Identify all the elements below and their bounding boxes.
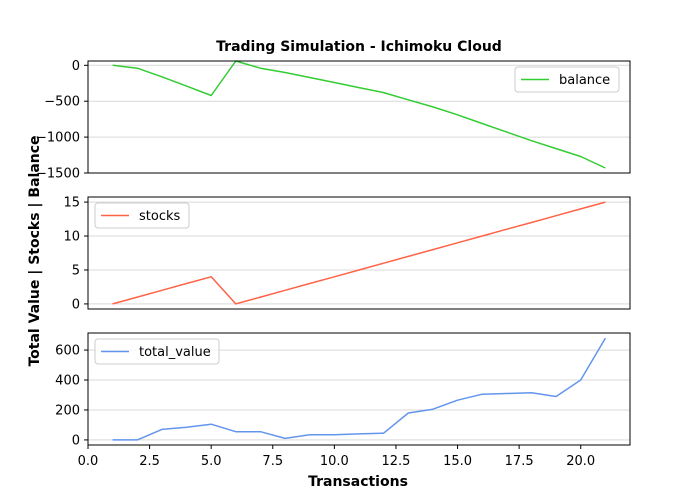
- legend-label: total_value: [139, 345, 211, 360]
- y-tick-label: 0: [72, 297, 80, 312]
- y-tick-label: 10: [63, 230, 80, 245]
- panel-3: 0 200 400 600 0.0 2.5 5.0 7.5 10.0 12.5 15.0 17.5 20…: [55, 332, 631, 469]
- series-line-total_value: [112, 337, 607, 441]
- legend: total_value: [94, 338, 220, 365]
- chart-panels: 0 −500 −1000 −1500 balance 0 5 10 15 stocks 0 200 40…: [36, 59, 631, 469]
- plot-frame: [87, 332, 631, 446]
- x-tick-label: 5.0: [201, 454, 222, 469]
- legend-box: [514, 66, 620, 93]
- x-tick-label: 12.5: [381, 454, 410, 469]
- y-tick-label: −1500: [36, 167, 80, 182]
- y-tick-label: 0: [72, 59, 80, 74]
- panel-2: 0 5 10 15 stocks: [63, 196, 631, 312]
- x-tick-label: 2.5: [139, 454, 160, 469]
- x-tick-label: 17.5: [505, 454, 534, 469]
- x-axis-label: Transactions: [308, 474, 408, 490]
- legend-box: [94, 338, 220, 365]
- legend-box: [94, 202, 190, 229]
- series-line-stocks: [112, 201, 606, 305]
- chart-title: Trading Simulation - Ichimoku Cloud: [216, 39, 502, 55]
- y-tick-label: 5: [72, 263, 80, 278]
- y-tick-label: −500: [44, 95, 80, 110]
- y-tick-label: 400: [55, 374, 80, 389]
- legend-label: stocks: [139, 209, 180, 224]
- y-tick-label: 200: [55, 403, 80, 418]
- x-tick-label: 0.0: [78, 454, 99, 469]
- y-tick-label: −1000: [36, 131, 80, 146]
- plot-frame: [87, 60, 631, 174]
- series-line-balance: [112, 60, 606, 169]
- x-tick-label: 15.0: [443, 454, 472, 469]
- y-axis-label: Total Value | Stocks | Balance: [27, 135, 43, 366]
- plot-frame: [87, 196, 631, 310]
- panel-1: 0 −500 −1000 −1500 balance: [36, 59, 631, 182]
- legend-label: balance: [559, 73, 610, 88]
- x-tick-label: 7.5: [262, 454, 283, 469]
- y-tick-label: 600: [55, 344, 80, 359]
- legend: balance: [514, 66, 620, 93]
- x-tick-label: 20.0: [566, 454, 595, 469]
- legend: stocks: [94, 202, 190, 229]
- y-tick-label: 0: [72, 433, 80, 448]
- y-tick-label: 15: [63, 196, 80, 211]
- x-tick-label: 10.0: [320, 454, 349, 469]
